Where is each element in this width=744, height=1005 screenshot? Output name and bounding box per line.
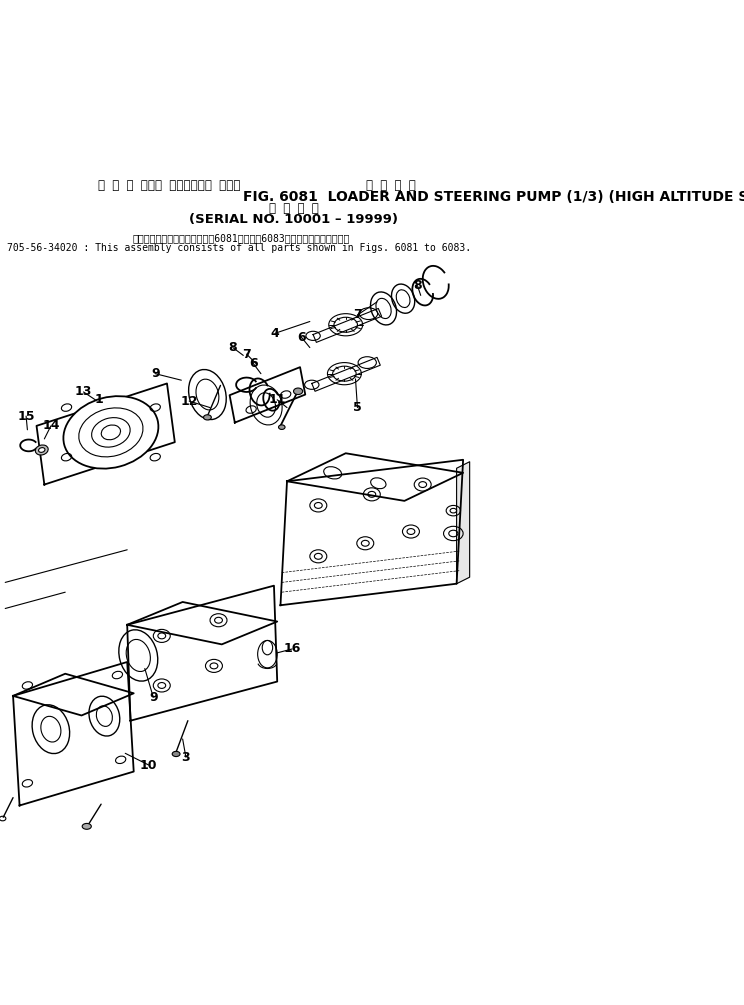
Ellipse shape [82, 823, 92, 829]
Text: 1: 1 [94, 393, 103, 406]
Polygon shape [457, 461, 469, 584]
Text: 7: 7 [353, 309, 362, 322]
Ellipse shape [35, 445, 48, 455]
Text: 3: 3 [182, 751, 190, 764]
Text: 5: 5 [353, 401, 362, 414]
Text: 14: 14 [42, 419, 60, 432]
Ellipse shape [204, 415, 211, 420]
Text: このアセンブリの構成部品は第6081図から第6083図の部品まで含みます。: このアセンブリの構成部品は第6081図から第6083図の部品まで含みます。 [132, 233, 350, 243]
Text: 12: 12 [180, 395, 198, 408]
Polygon shape [13, 673, 134, 716]
Ellipse shape [63, 396, 158, 468]
Text: 11: 11 [269, 393, 286, 406]
Ellipse shape [172, 752, 180, 757]
Text: 6: 6 [297, 331, 306, 344]
Text: 10: 10 [140, 759, 158, 772]
Text: 高 地 仕 様: 高 地 仕 様 [367, 179, 417, 192]
Text: 705-56-34020 : This assembly consists of all parts shown in Figs. 6081 to 6083.: 705-56-34020 : This assembly consists of… [7, 243, 471, 253]
Text: 16: 16 [283, 642, 301, 655]
Text: 9: 9 [149, 690, 158, 704]
Text: 13: 13 [75, 386, 92, 398]
Ellipse shape [294, 388, 303, 395]
Text: ロ ー ダ および ステアリング ポンプ: ロ ー ダ および ステアリング ポンプ [98, 179, 241, 192]
Polygon shape [127, 586, 278, 721]
Polygon shape [280, 459, 463, 605]
Ellipse shape [278, 425, 285, 429]
Text: 15: 15 [17, 410, 35, 422]
Text: FIG. 6081  LOADER AND STEERING PUMP (1/3) (HIGH ALTITUDE SPEC.): FIG. 6081 LOADER AND STEERING PUMP (1/3)… [243, 190, 744, 204]
Text: 9: 9 [151, 367, 159, 380]
Polygon shape [313, 309, 382, 343]
Polygon shape [36, 384, 175, 484]
Text: 8: 8 [413, 279, 422, 292]
Polygon shape [312, 358, 380, 391]
Text: 8: 8 [228, 341, 237, 354]
Text: 適 用 号 機: 適 用 号 機 [269, 202, 318, 215]
Polygon shape [230, 367, 305, 422]
Polygon shape [287, 453, 463, 500]
Ellipse shape [39, 447, 45, 452]
Text: (SERIAL NO. 10001 – 19999): (SERIAL NO. 10001 – 19999) [189, 213, 398, 226]
Polygon shape [13, 662, 134, 805]
Text: 7: 7 [243, 348, 251, 361]
Text: 4: 4 [271, 327, 280, 340]
Polygon shape [127, 602, 278, 644]
Text: 6: 6 [248, 357, 257, 370]
